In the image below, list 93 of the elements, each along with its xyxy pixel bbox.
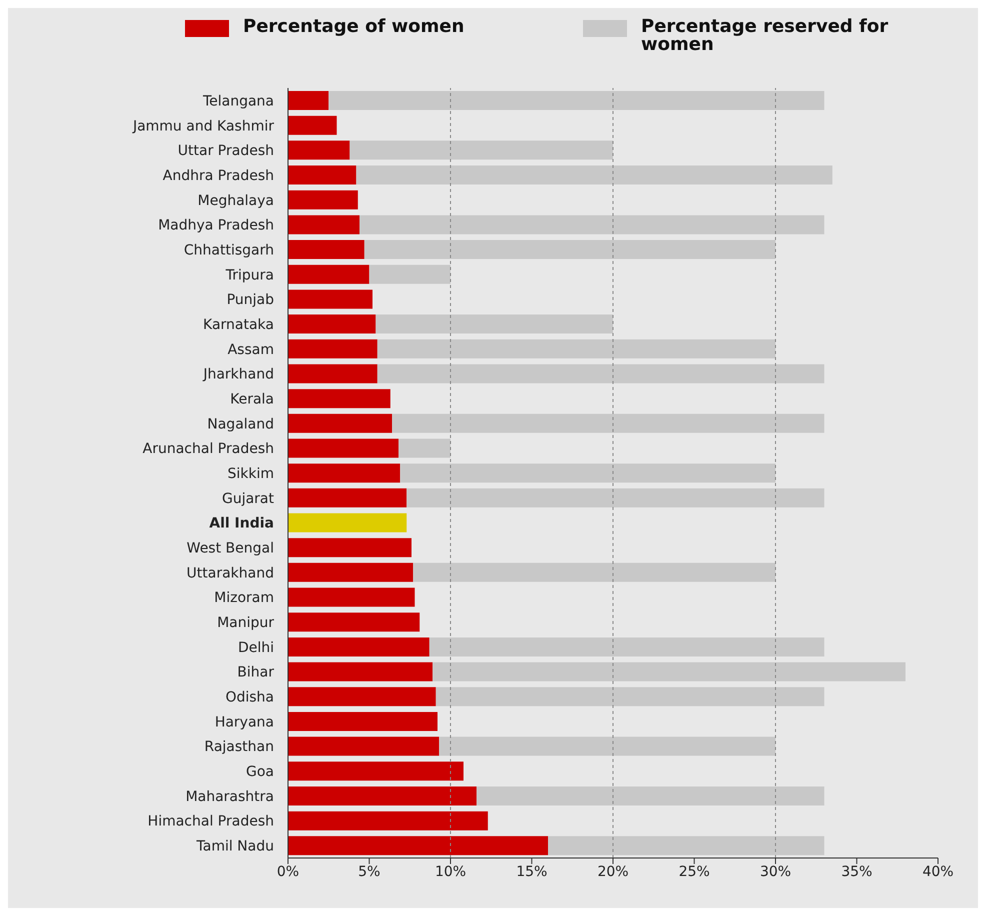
bar — [432, 662, 906, 682]
bar — [360, 215, 824, 234]
y-tick-label: All India — [209, 516, 274, 532]
y-tick-label: Assam — [228, 342, 274, 358]
y-tick-label: Delhi — [238, 640, 274, 656]
y-tick-label: Rajasthan — [204, 739, 274, 756]
bar — [377, 364, 824, 384]
bar — [288, 687, 436, 706]
y-tick-label: Madhya Pradesh — [158, 218, 274, 234]
y-tick-label: Kerala — [230, 391, 274, 408]
y-tick-label: Chhattisgarh — [184, 242, 274, 258]
x-tick-label: 20% — [597, 864, 629, 880]
bar — [369, 264, 450, 284]
y-tick-label: Meghalaya — [198, 192, 274, 209]
y-tick-label: Karnataka — [203, 316, 274, 333]
y-tick-label: West Bengal — [186, 540, 274, 557]
bar — [288, 562, 414, 582]
bar — [288, 140, 350, 160]
bar — [398, 438, 450, 458]
bar — [288, 116, 337, 135]
bar — [288, 290, 372, 309]
y-tick-label: Gujarat — [222, 490, 275, 507]
y-tick-label: Uttar Pradesh — [178, 143, 274, 160]
legend-label: Percentage of women — [243, 16, 466, 37]
bar — [288, 712, 438, 731]
legend-label: Percentage reserved for women — [641, 16, 890, 55]
bar — [364, 240, 776, 260]
y-tick-label: Mizoram — [214, 590, 274, 606]
bar — [356, 166, 832, 185]
bar — [288, 762, 464, 781]
x-tick-label: 5% — [358, 864, 380, 880]
bar — [439, 736, 776, 756]
y-tick-label: Arunachal Pradesh — [142, 441, 274, 458]
bar — [400, 464, 776, 483]
bar — [288, 464, 400, 483]
bar — [288, 662, 433, 682]
bar — [406, 488, 824, 508]
y-tick-label: Odisha — [225, 690, 274, 706]
y-tick-label: Uttarakhand — [186, 565, 274, 582]
y-tick-label: Manipur — [217, 615, 274, 632]
bar — [288, 364, 378, 384]
bar — [288, 488, 407, 508]
y-tick-label: Sikkim — [227, 466, 274, 482]
bar — [413, 562, 776, 582]
bar — [288, 190, 358, 210]
y-tick-label: Himachal Pradesh — [148, 814, 274, 830]
bar — [328, 91, 824, 110]
y-tick-label: Telangana — [202, 93, 274, 110]
y-tick-label: Haryana — [214, 714, 274, 730]
bar — [350, 140, 613, 160]
x-tick-label: 35% — [841, 864, 872, 880]
bar — [548, 836, 824, 856]
bar — [392, 414, 824, 433]
y-tick-label: Tamil Nadu — [196, 838, 274, 855]
bar — [377, 339, 776, 358]
x-tick-label: 10% — [434, 864, 466, 880]
bar — [288, 240, 364, 260]
x-tick-label: 0% — [276, 864, 300, 880]
bar — [288, 264, 370, 284]
bar — [288, 786, 476, 806]
y-tick-label: Punjab — [226, 292, 274, 308]
y-tick-label: Jharkhand — [202, 366, 274, 383]
bar — [288, 538, 412, 558]
bar — [288, 836, 548, 856]
bar — [288, 389, 390, 408]
x-tick-label: 15% — [516, 864, 548, 880]
y-tick-label: Tripura — [224, 267, 274, 284]
bar — [288, 736, 440, 756]
y-tick-label: Nagaland — [207, 416, 274, 432]
bar — [288, 612, 420, 632]
y-tick-label: Jammu and Kashmir — [132, 118, 274, 134]
bar — [288, 91, 329, 110]
y-tick-label: Andhra Pradesh — [162, 168, 274, 184]
bar — [429, 637, 824, 656]
y-tick-label: Goa — [246, 764, 274, 780]
x-tick-label: 30% — [760, 864, 792, 880]
bar — [288, 811, 488, 830]
bar — [288, 513, 407, 532]
y-tick-label: Bihar — [237, 664, 274, 681]
bar — [288, 314, 376, 334]
y-tick-label: Maharashtra — [186, 788, 274, 805]
bar — [288, 215, 360, 234]
x-tick-label: 40% — [922, 864, 954, 880]
bar — [288, 438, 398, 458]
bar — [476, 786, 824, 806]
bar — [288, 637, 430, 656]
bar — [376, 314, 613, 334]
bar — [288, 414, 392, 433]
bar — [288, 588, 415, 607]
bar — [436, 687, 824, 706]
x-tick-label: 25% — [678, 864, 710, 880]
bar — [288, 166, 356, 185]
bar — [288, 339, 378, 358]
